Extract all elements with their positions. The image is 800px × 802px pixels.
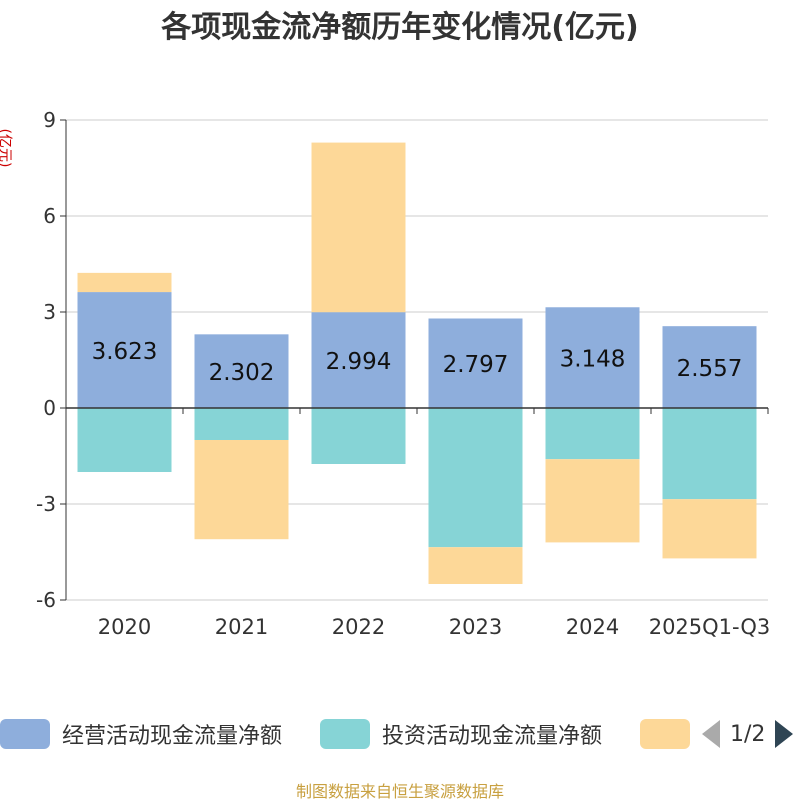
x-tick-label: 2024 <box>566 615 619 639</box>
data-label: 3.148 <box>560 347 626 373</box>
legend-pager: 1/2 <box>702 717 794 751</box>
legend-swatch-operating <box>0 719 50 749</box>
bar-segment <box>428 547 523 584</box>
y-tick-label: -3 <box>36 492 56 516</box>
bar-segment <box>77 272 172 293</box>
bar-segment <box>311 408 406 464</box>
x-tick-label: 2022 <box>332 615 385 639</box>
legend-label-investing: 投资活动现金流量净额 <box>382 724 603 749</box>
bar-segment <box>311 142 406 313</box>
data-source-note: 制图数据来自恒生聚源数据库 <box>295 782 504 801</box>
legend-item-investing[interactable]: 投资活动现金流量净额 <box>320 717 602 751</box>
legend-label-operating: 经营活动现金流量净额 <box>62 724 283 749</box>
bar-segment <box>428 408 523 548</box>
legend-page-indicator: 1/2 <box>730 721 766 747</box>
bar-segment <box>194 440 289 540</box>
y-tick-label: 9 <box>43 108 56 132</box>
bar-segment <box>194 334 289 408</box>
chart-title: 各项现金流净额历年变化情况(亿元) <box>161 10 639 45</box>
data-label: 3.623 <box>92 339 158 365</box>
x-tick-label: 2020 <box>98 615 151 639</box>
data-label: 2.557 <box>677 356 743 382</box>
bar-segment <box>662 408 757 500</box>
bar-segment <box>545 307 640 408</box>
x-tick-label: 2023 <box>449 615 502 639</box>
data-label: 2.994 <box>326 349 392 375</box>
data-label: 2.302 <box>209 360 275 386</box>
legend-swatch-investing <box>320 719 370 749</box>
y-tick-label: -6 <box>36 588 56 612</box>
data-label: 2.797 <box>443 352 509 378</box>
bar-segment <box>662 326 757 408</box>
legend-next-arrow-icon[interactable] <box>775 720 794 748</box>
y-tick-label: 6 <box>43 204 56 228</box>
legend-swatch-financing <box>640 719 690 749</box>
bar-segment <box>77 292 172 408</box>
legend: 经营活动现金流量净额 投资活动现金流量净额 1/2 <box>0 717 800 751</box>
x-tick-label: 2025Q1-Q3 <box>649 615 771 639</box>
bar-segment <box>428 318 523 408</box>
chart-canvas: 9 6 3 0 -3 -6 3.623 2020 2.302 2021 2.994 2022 2.797… <box>36 108 771 639</box>
x-tick-label: 2021 <box>215 615 268 639</box>
y-tick-label: 3 <box>43 300 56 324</box>
y-tick-label: 0 <box>43 396 56 420</box>
legend-item-operating[interactable]: 经营活动现金流量净额 <box>0 717 282 751</box>
legend-item-financing[interactable] <box>640 717 702 751</box>
bar-segment <box>545 408 640 460</box>
bar-segment <box>194 408 289 440</box>
legend-prev-arrow-icon[interactable] <box>702 720 720 748</box>
bar-segment <box>545 459 640 543</box>
bar-segment <box>662 499 757 559</box>
bar-segment <box>77 408 172 472</box>
bar-segment <box>311 312 406 408</box>
